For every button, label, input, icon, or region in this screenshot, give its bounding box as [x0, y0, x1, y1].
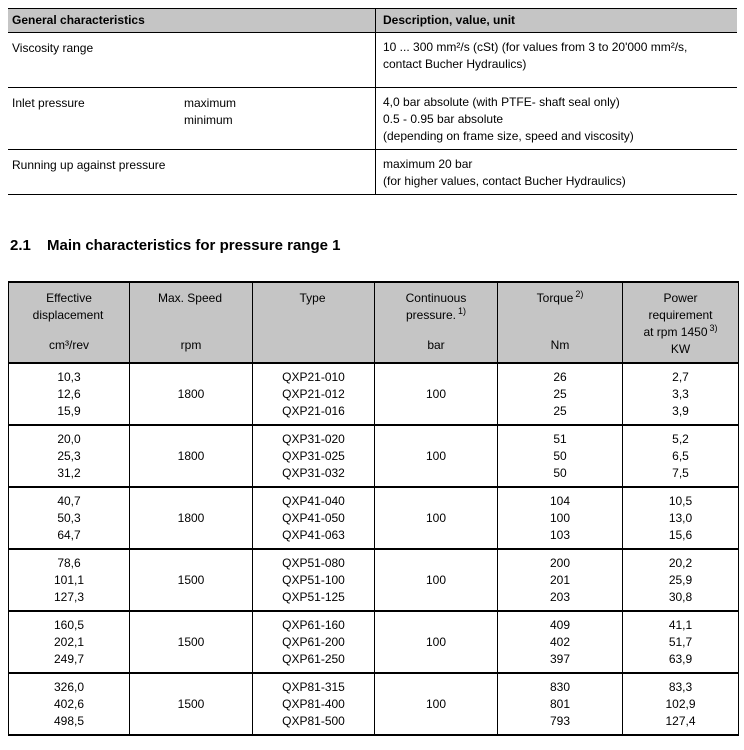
cell-speed: 1500 [130, 550, 253, 610]
cell-type: QXP61-160 QXP61-200 QXP61-250 [253, 612, 375, 672]
table1-header-description: Description, value, unit [383, 13, 516, 27]
col-header-type: Type [253, 283, 375, 362]
table-row-qxp81: 326,0 402,6 498,5 1500 QXP81-315 QXP81-4… [9, 672, 738, 734]
cell-displacement: 160,5 202,1 249,7 [9, 612, 130, 672]
cell-displacement: 326,0 402,6 498,5 [9, 674, 130, 734]
cell-displacement: 20,0 25,3 31,2 [9, 426, 130, 486]
col-header-continuous-pressure: Continuous pressure. 1) bar [375, 283, 498, 362]
col-title: Continuous pressure. 1) [405, 291, 467, 322]
row-value: maximum 20 bar (for higher values, conta… [383, 157, 626, 188]
cell-speed: 1500 [130, 674, 253, 734]
section-number: 2.1 [10, 237, 31, 254]
table1-row-viscosity-range: Viscosity range 10 ... 300 mm²/s (cSt) (… [8, 33, 737, 88]
row-label: Inlet pressure [12, 96, 85, 110]
table1-header-general: General characteristics [8, 9, 376, 32]
section-heading: 2.1 Main characteristics for pressure ra… [10, 236, 737, 255]
cell-power: 10,5 13,0 15,6 [668, 493, 693, 542]
col-title: Torque 2) [536, 289, 584, 306]
cell-displacement: 40,7 50,3 64,7 [9, 488, 130, 548]
cell-type: QXP31-020 QXP31-025 QXP31-032 [253, 426, 375, 486]
col-header-max-speed: Max. Speed rpm [130, 283, 253, 362]
cell-pressure: 100 [375, 488, 498, 548]
cell-torque: 200 201 203 [498, 550, 623, 610]
footnote-marker: 1) [458, 306, 467, 316]
col-header-torque: Torque 2) Nm [498, 283, 623, 362]
table1-row-running-up-pressure: Running up against pressure maximum 20 b… [8, 150, 737, 195]
cell-pressure: 100 [375, 612, 498, 672]
col-title: Max. Speed [157, 291, 223, 305]
table1-cell-label: Viscosity range [8, 33, 376, 87]
row-value: 10 ... 300 mm²/s (cSt) (for values from … [383, 40, 688, 71]
footnote-marker: 2) [575, 289, 584, 299]
cell-pressure: 100 [375, 674, 498, 734]
cell-power: 20,2 25,9 30,8 [668, 555, 693, 604]
col-unit: bar [427, 338, 445, 352]
row-value: 4,0 bar absolute (with PTFE- shaft seal … [383, 95, 634, 143]
col-header-effective-displacement: Effective displacement cm³/rev [9, 283, 130, 362]
cell-type: QXP41-040 QXP41-050 QXP41-063 [253, 488, 375, 548]
cell-speed: 1800 [130, 364, 253, 424]
col-header-power-requirement: Power requirement at rpm 1450 3) KW [623, 283, 738, 362]
cell-power: 2,7 3,3 3,9 [672, 369, 689, 418]
table-row-qxp21: 10,3 12,6 15,9 1800 QXP21-010 QXP21-012 … [9, 362, 738, 424]
col-title: Type [299, 291, 326, 305]
cell-type: QXP21-010 QXP21-012 QXP21-016 [253, 364, 375, 424]
cell-torque: 26 25 25 [498, 364, 623, 424]
cell-pressure: 100 [375, 364, 498, 424]
table-row-qxp61: 160,5 202,1 249,7 1500 QXP61-160 QXP61-2… [9, 610, 738, 672]
cell-displacement: 10,3 12,6 15,9 [9, 364, 130, 424]
row-label: Viscosity range [12, 41, 94, 55]
main-characteristics-table: Effective displacement cm³/rev Max. Spee… [8, 281, 739, 736]
table1-row-inlet-pressure: Inlet pressure maximum minimum 4,0 bar a… [8, 88, 737, 150]
cell-speed: 1500 [130, 612, 253, 672]
general-characteristics-table: General characteristics Description, val… [8, 8, 737, 195]
col-unit: Nm [550, 338, 570, 352]
col-unit: KW [670, 342, 691, 356]
cell-power: 83,3 102,9 127,4 [665, 679, 696, 728]
table-row-qxp31: 20,0 25,3 31,2 1800 QXP31-020 QXP31-025 … [9, 424, 738, 486]
table2-header-row: Effective displacement cm³/rev Max. Spee… [9, 283, 738, 362]
table1-cell-label: Running up against pressure [8, 150, 376, 194]
cell-type: QXP81-315 QXP81-400 QXP81-500 [253, 674, 375, 734]
col-title: Effective displacement [32, 291, 104, 322]
cell-type: QXP51-080 QXP51-100 QXP51-125 [253, 550, 375, 610]
cell-power: 41,1 51,7 63,9 [668, 617, 693, 666]
table1-header-row: General characteristics Description, val… [8, 8, 737, 33]
cell-pressure: 100 [375, 426, 498, 486]
cell-displacement: 78,6 101,1 127,3 [9, 550, 130, 610]
cell-pressure: 100 [375, 550, 498, 610]
col-unit: rpm [180, 338, 202, 352]
row-label: Running up against pressure [12, 158, 166, 172]
row-sublabel: maximum minimum [184, 96, 237, 127]
cell-torque: 409 402 397 [498, 612, 623, 672]
section-title: Main characteristics for pressure range … [47, 237, 341, 254]
cell-power: 5,2 6,5 7,5 [672, 431, 689, 480]
cell-torque: 830 801 793 [498, 674, 623, 734]
cell-torque: 104 100 103 [498, 488, 623, 548]
cell-speed: 1800 [130, 426, 253, 486]
table-row-qxp51: 78,6 101,1 127,3 1500 QXP51-080 QXP51-10… [9, 548, 738, 610]
table1-cell-label: Inlet pressure maximum minimum [8, 88, 376, 149]
col-title: Power requirement at rpm 1450 3) [643, 291, 718, 339]
cell-torque: 51 50 50 [498, 426, 623, 486]
table-row-qxp41: 40,7 50,3 64,7 1800 QXP41-040 QXP41-050 … [9, 486, 738, 548]
col-unit: cm³/rev [49, 338, 89, 352]
footnote-marker: 3) [709, 323, 718, 333]
cell-speed: 1800 [130, 488, 253, 548]
